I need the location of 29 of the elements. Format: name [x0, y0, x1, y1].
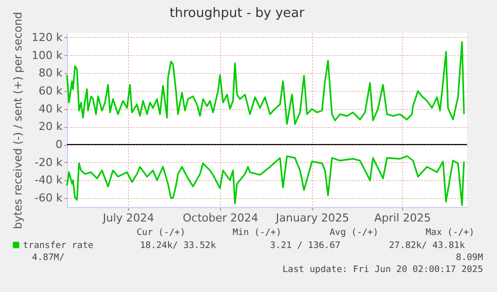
y-tick-label: -40 k — [34, 174, 64, 187]
text: Max (-/+) — [426, 228, 474, 238]
y-tick-label: 20 k — [38, 120, 64, 134]
y-tick-label: 60 k — [38, 84, 64, 98]
y-tick-label: -20 k — [34, 156, 64, 169]
y-tick-label: 0 — [56, 138, 62, 152]
x-tick-label: July 2024 — [102, 212, 154, 224]
y-tick-label: 80 k — [38, 66, 64, 80]
line-series — [66, 155, 465, 206]
y-tick-label: 40 k — [38, 102, 64, 116]
text: 18.24k/ 33.52k — [140, 241, 216, 251]
text: 4.87M/ — [32, 253, 65, 263]
text: 27.82k/ 43.81k — [389, 241, 466, 251]
line-series — [66, 41, 465, 125]
text: 3.21 / 136.67 — [270, 241, 340, 251]
x-tick-label: April 2025 — [374, 212, 431, 224]
y-tick-label: -60 k — [34, 192, 64, 205]
y-tick-label: 100 k — [32, 48, 64, 62]
text: 8.09M — [456, 253, 484, 263]
y-axis-title: bytes received (-) / sent (+) per second — [12, 12, 25, 230]
text: Min (-/+) — [232, 228, 282, 238]
text: Cur (-/+) — [136, 228, 186, 238]
x-tick-label: October 2024 — [182, 212, 258, 224]
text: Last update: Fri Jun 20 02:00:17 2025 — [282, 265, 483, 275]
text: Avg (-/+) — [330, 228, 378, 238]
legend-label: transfer rate — [23, 241, 94, 251]
chart-title: throughput - by year — [170, 6, 305, 21]
x-tick-label: January 2025 — [274, 212, 350, 224]
y-tick-label: 120 k — [32, 30, 64, 44]
